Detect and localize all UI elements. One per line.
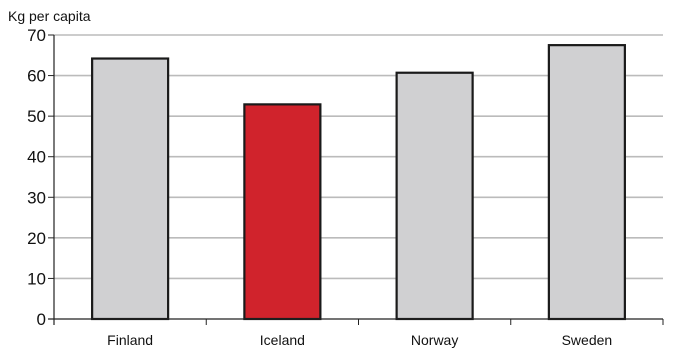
y-axis-title: Kg per capita <box>8 8 91 24</box>
y-tick-label: 40 <box>27 148 46 167</box>
x-tick-label: Iceland <box>260 332 305 348</box>
bar-finland <box>91 57 170 321</box>
axes <box>48 35 663 325</box>
y-tick-label: 30 <box>27 188 46 207</box>
x-tick-label: Sweden <box>562 332 613 348</box>
bar-norway <box>395 71 474 321</box>
x-axis-ticks: Finland Iceland Norway Sweden <box>53 319 664 348</box>
x-tick-label: Finland <box>107 332 153 348</box>
y-axis-ticks: 0 10 20 30 40 50 60 70 <box>27 26 54 329</box>
bar-iceland <box>243 103 322 321</box>
y-tick-label: 10 <box>27 269 46 288</box>
bar-sweden <box>547 44 626 321</box>
x-tick-label: Norway <box>411 332 458 348</box>
y-tick-label: 0 <box>37 310 46 329</box>
y-tick-label: 70 <box>27 26 46 45</box>
y-tick-label: 50 <box>27 107 46 126</box>
y-tick-label: 60 <box>27 67 46 86</box>
y-tick-label: 20 <box>27 229 46 248</box>
bars <box>91 44 626 321</box>
